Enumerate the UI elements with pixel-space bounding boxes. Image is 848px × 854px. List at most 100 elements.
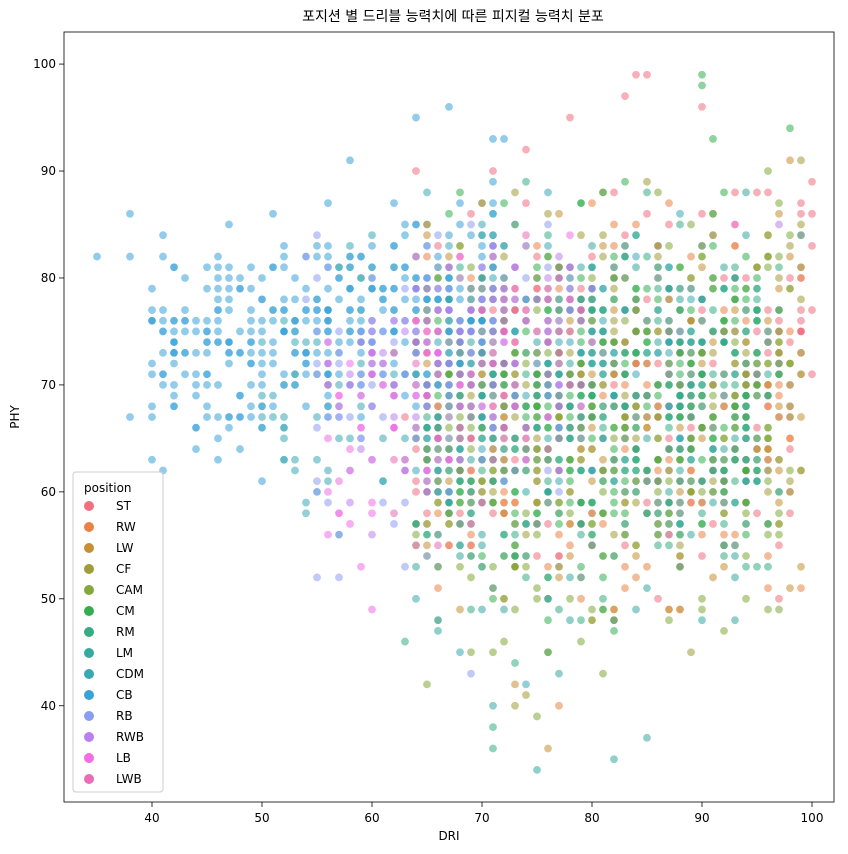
data-point	[202, 262, 212, 272]
data-point	[257, 316, 267, 326]
data-point	[675, 262, 685, 272]
data-point	[631, 423, 641, 433]
data-point	[741, 391, 751, 401]
data-point	[554, 380, 564, 390]
data-point	[675, 209, 685, 219]
data-point	[609, 348, 619, 358]
data-point	[543, 476, 553, 486]
data-point	[543, 433, 553, 443]
data-point	[774, 326, 784, 336]
y-tick-label: 60	[41, 485, 56, 499]
data-point	[554, 401, 564, 411]
data-point	[741, 326, 751, 336]
legend-label: RB	[116, 709, 133, 723]
data-point	[774, 337, 784, 347]
data-point	[532, 359, 542, 369]
data-point	[631, 487, 641, 497]
data-point	[367, 230, 377, 240]
data-point	[752, 444, 762, 454]
data-point	[719, 530, 729, 540]
data-point	[576, 465, 586, 475]
data-point	[147, 316, 157, 326]
data-point	[653, 487, 663, 497]
data-point	[323, 337, 333, 347]
data-point	[290, 273, 300, 283]
data-point	[719, 284, 729, 294]
data-point	[565, 594, 575, 604]
data-point	[587, 241, 597, 251]
data-point	[257, 337, 267, 347]
data-point	[587, 326, 597, 336]
data-point	[653, 337, 663, 347]
data-point	[147, 369, 157, 379]
data-point	[774, 198, 784, 208]
data-point	[642, 380, 652, 390]
data-point	[499, 465, 509, 475]
data-point	[499, 551, 509, 561]
data-point	[422, 187, 432, 197]
data-point	[730, 423, 740, 433]
data-point	[774, 530, 784, 540]
data-point	[356, 326, 366, 336]
data-point	[697, 615, 707, 625]
data-point	[367, 508, 377, 518]
data-point	[455, 220, 465, 230]
data-point	[598, 348, 608, 358]
data-point	[356, 316, 366, 326]
data-point	[697, 455, 707, 465]
data-point	[576, 519, 586, 529]
data-point	[521, 455, 531, 465]
data-point	[499, 241, 509, 251]
data-point	[466, 337, 476, 347]
data-point	[422, 220, 432, 230]
data-point	[389, 455, 399, 465]
data-point	[521, 487, 531, 497]
data-point	[554, 337, 564, 347]
data-point	[642, 359, 652, 369]
data-point	[565, 615, 575, 625]
data-point	[279, 326, 289, 336]
data-point	[796, 305, 806, 315]
data-point	[719, 465, 729, 475]
y-tick-label: 90	[41, 164, 56, 178]
data-point	[774, 498, 784, 508]
data-point	[741, 401, 751, 411]
data-point	[499, 594, 509, 604]
data-point	[785, 401, 795, 411]
data-point	[279, 316, 289, 326]
data-point	[609, 305, 619, 315]
data-point	[609, 391, 619, 401]
data-point	[565, 508, 575, 518]
data-point	[565, 476, 575, 486]
data-point	[411, 433, 421, 443]
data-point	[444, 273, 454, 283]
data-point	[422, 252, 432, 262]
data-point	[653, 476, 663, 486]
data-point	[708, 337, 718, 347]
data-point	[477, 284, 487, 294]
data-point	[631, 70, 641, 80]
data-point	[477, 262, 487, 272]
data-point	[785, 230, 795, 240]
data-point	[290, 465, 300, 475]
data-point	[466, 519, 476, 529]
data-point	[631, 348, 641, 358]
data-point	[543, 455, 553, 465]
data-point	[664, 220, 674, 230]
data-point	[697, 594, 707, 604]
data-point	[367, 604, 377, 614]
data-point	[246, 284, 256, 294]
data-point	[774, 455, 784, 465]
legend-marker	[84, 732, 94, 742]
data-point	[543, 262, 553, 272]
data-point	[686, 284, 696, 294]
data-point	[422, 465, 432, 475]
data-point	[488, 230, 498, 240]
data-point	[378, 412, 388, 422]
data-point	[235, 284, 245, 294]
data-point	[521, 359, 531, 369]
data-point	[642, 284, 652, 294]
data-point	[620, 530, 630, 540]
data-point	[587, 465, 597, 475]
data-point	[620, 401, 630, 411]
